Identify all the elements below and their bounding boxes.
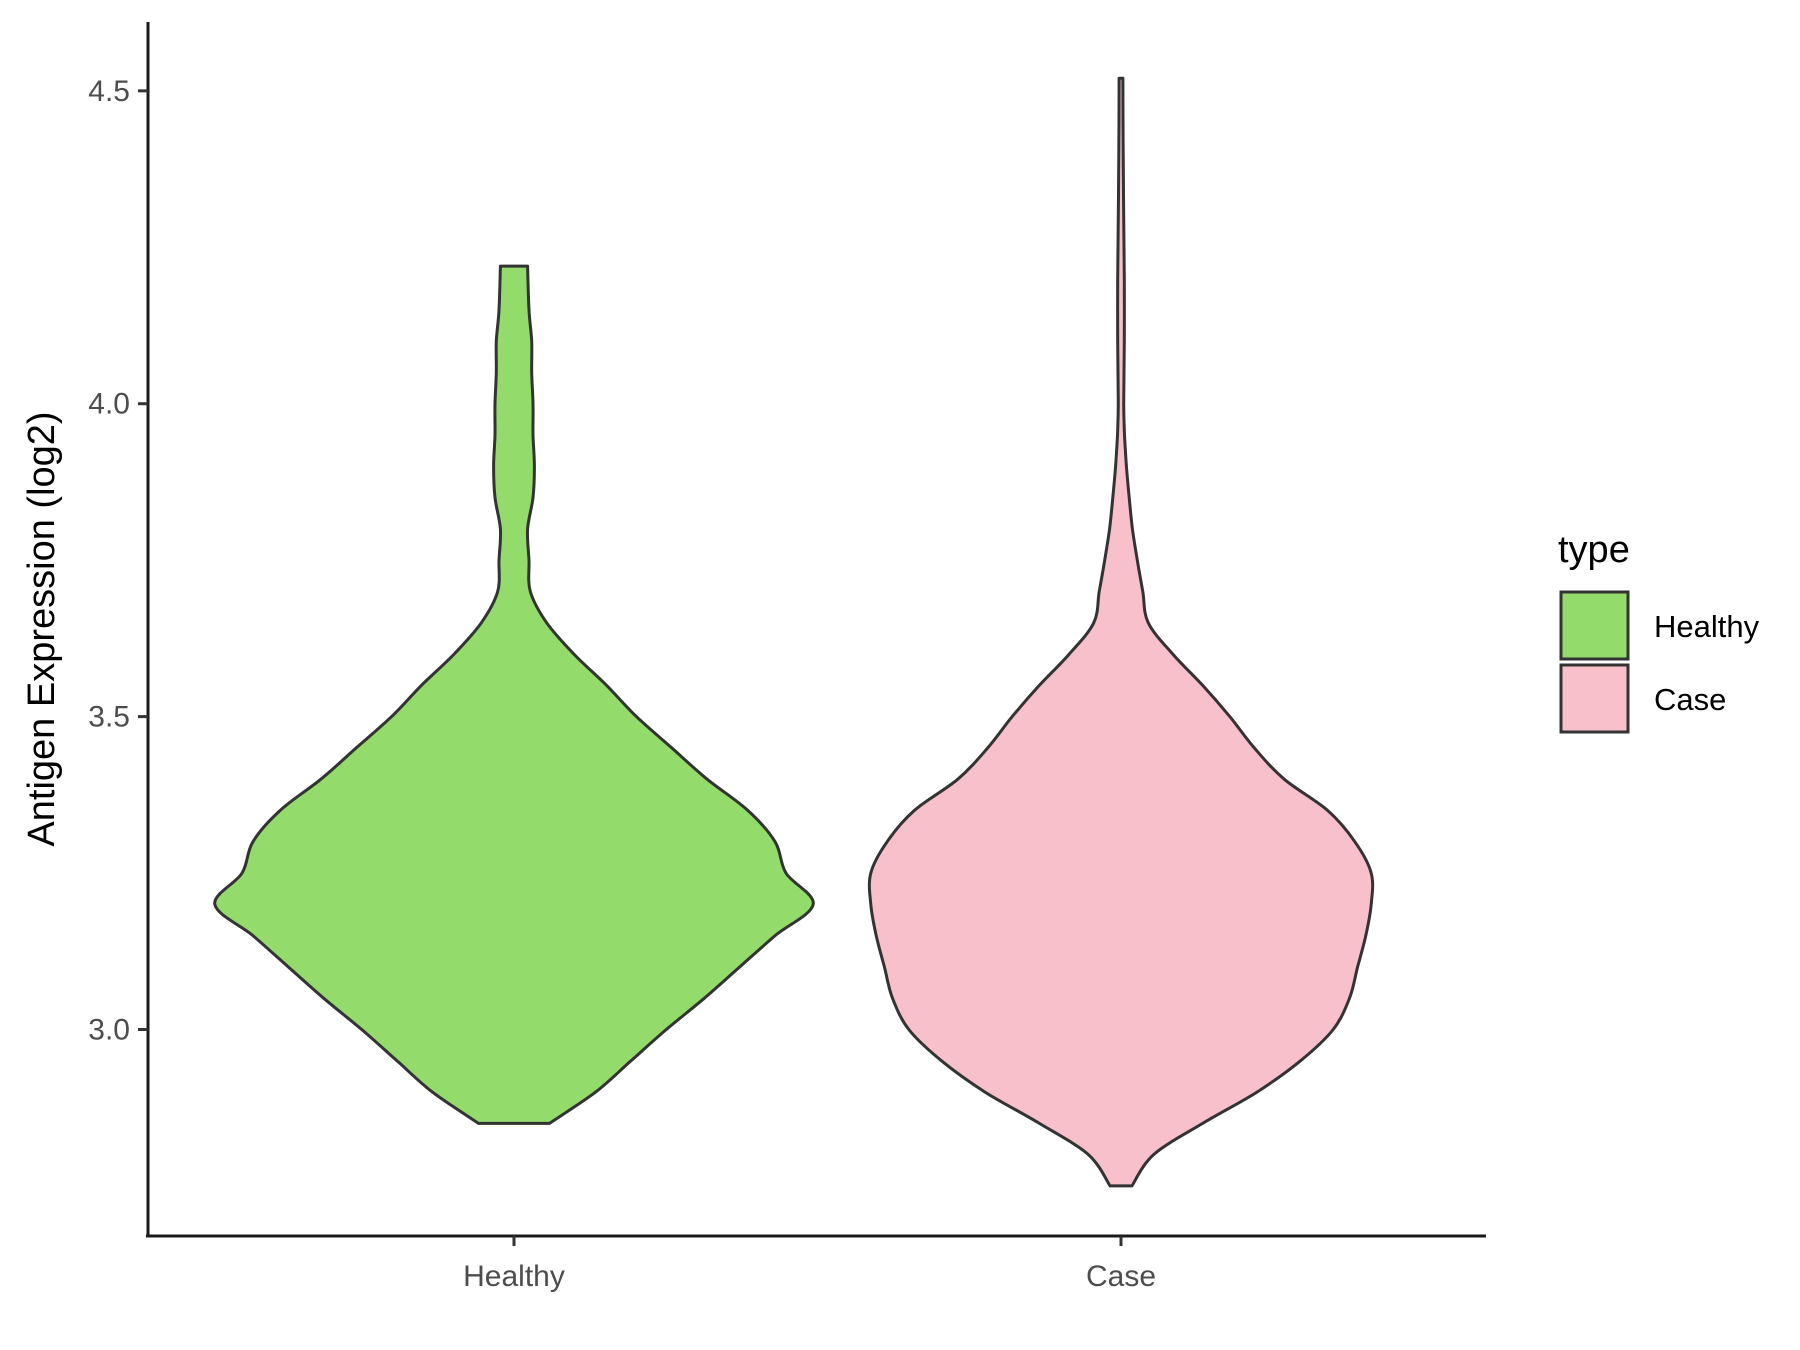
legend: type Healthy Case [1558,529,1760,734]
y-tick-label: 4.0 [88,388,130,421]
violin-healthy [213,264,815,1125]
legend-key-case [1559,663,1630,734]
x-axis: Healthy Case [146,1234,1486,1293]
y-tick-label: 3.0 [88,1013,130,1046]
x-tick-label: Case [1086,1260,1156,1293]
y-tick-label: 3.5 [88,701,130,734]
violin-case [867,76,1375,1188]
y-axis-title: Antigen Expression (log2) [21,411,63,846]
x-tick-label: Healthy [463,1260,565,1293]
legend-key-healthy [1559,590,1630,661]
legend-label: Healthy [1654,609,1760,644]
y-tick-label: 4.5 [88,75,130,108]
x-ticks: Healthy Case [463,1236,1156,1293]
y-ticks: 3.0 3.5 4.0 4.5 [88,75,148,1046]
violin-layer [213,76,1375,1188]
legend-items: Healthy Case [1559,590,1760,734]
legend-title: type [1558,529,1630,571]
legend-label: Case [1654,682,1726,717]
y-axis: 3.0 3.5 4.0 4.5 [88,22,150,1236]
